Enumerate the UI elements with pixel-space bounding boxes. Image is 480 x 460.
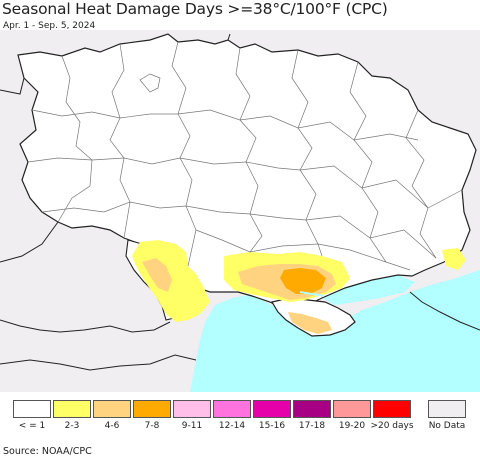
legend-label-15-16: 15-16 xyxy=(258,421,286,431)
legend-label-4-6: 4-6 xyxy=(104,421,120,431)
legend-swatch-le1 xyxy=(13,400,51,418)
legend-swatch-15-16 xyxy=(253,400,291,418)
map-subtitle: Apr. 1 - Sep. 5, 2024 xyxy=(3,21,96,31)
legend-label-gt20: >20 days xyxy=(370,421,414,431)
legend-swatch-4-6 xyxy=(93,400,131,418)
legend-label-nodata: No Data xyxy=(428,421,466,431)
legend-swatch-12-14 xyxy=(213,400,251,418)
legend-swatch-17-18 xyxy=(293,400,331,418)
source-credit: Source: NOAA/CPC xyxy=(3,446,92,457)
sea-of-azov xyxy=(322,275,415,305)
heat-zone-4-6-west xyxy=(142,258,172,292)
legend-swatch-19-20 xyxy=(333,400,371,418)
heat-zone-2-3-east xyxy=(442,248,466,270)
legend-label-9-11: 9-11 xyxy=(181,421,203,431)
heat-damage-map xyxy=(0,30,480,392)
oblast-borders xyxy=(27,41,463,271)
legend-label-le1: < = 1 xyxy=(18,421,46,431)
legend: < = 1 2-3 4-6 7-8 9-11 12-14 15-16 17-18… xyxy=(0,396,480,436)
legend-label-17-18: 17-18 xyxy=(298,421,326,431)
legend-swatch-gt20 xyxy=(373,400,411,418)
legend-label-12-14: 12-14 xyxy=(218,421,246,431)
crimea xyxy=(271,297,356,337)
legend-swatch-2-3 xyxy=(53,400,91,418)
legend-swatch-nodata xyxy=(428,400,466,418)
legend-label-7-8: 7-8 xyxy=(144,421,160,431)
dnipro-river xyxy=(299,291,325,297)
legend-label-2-3: 2-3 xyxy=(64,421,80,431)
heat-zone-7-8 xyxy=(280,268,326,294)
legend-swatch-7-8 xyxy=(133,400,171,418)
heat-zone-4-6-crimea xyxy=(288,312,332,334)
map-title: Seasonal Heat Damage Days >=38°C/100°F (… xyxy=(2,0,388,18)
legend-label-19-20: 19-20 xyxy=(338,421,366,431)
country-borders xyxy=(0,33,480,371)
legend-swatch-9-11 xyxy=(173,400,211,418)
